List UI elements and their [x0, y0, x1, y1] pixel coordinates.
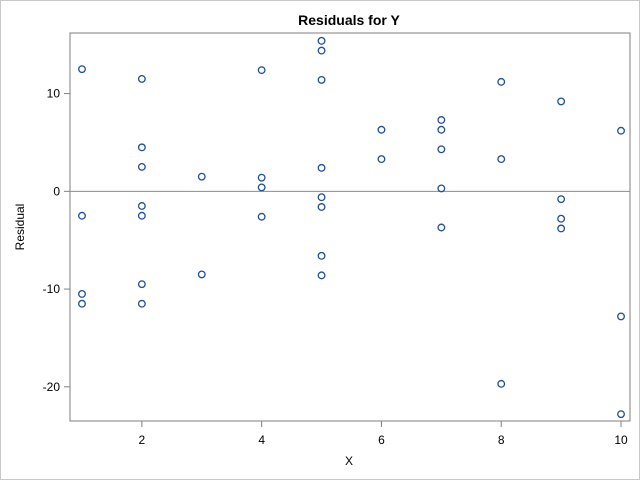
- residual-point: [617, 410, 625, 419]
- residual-point: [137, 143, 146, 152]
- residual-point: [437, 145, 446, 154]
- y-tick-label: -10: [43, 282, 61, 296]
- y-tick-label: -20: [43, 380, 61, 394]
- residual-point: [497, 379, 506, 388]
- residual-point: [137, 280, 146, 289]
- residual-point: [78, 289, 86, 298]
- residual-point: [437, 116, 446, 124]
- residual-point: [257, 66, 266, 75]
- residual-point: [257, 212, 266, 221]
- residual-point: [317, 75, 326, 84]
- y-tick-label: 0: [53, 184, 60, 198]
- residual-point: [617, 126, 625, 135]
- residual-point: [437, 223, 446, 232]
- residual-point: [137, 162, 146, 171]
- residual-point: [317, 271, 326, 280]
- residual-point: [437, 125, 446, 134]
- residual-point: [377, 125, 386, 134]
- x-axis: 2 4 6 8 10: [139, 421, 628, 447]
- residual-point: [437, 184, 446, 193]
- residual-point: [78, 65, 86, 74]
- residual-point: [197, 270, 206, 279]
- residual-point: [317, 36, 326, 45]
- residual-point: [78, 299, 86, 308]
- residual-point: [137, 74, 146, 83]
- x-tick-label: 8: [498, 433, 505, 447]
- x-tick-label: 4: [258, 433, 265, 447]
- residual-point: [497, 77, 506, 86]
- residual-point: [497, 155, 506, 164]
- residual-point: [257, 183, 266, 192]
- residual-point: [557, 97, 566, 106]
- y-tick-label: 10: [47, 87, 61, 101]
- residual-point: [137, 211, 146, 220]
- residual-point: [137, 202, 146, 210]
- residual-point: [557, 224, 566, 233]
- residual-point: [317, 193, 326, 202]
- residual-point: [137, 299, 146, 308]
- residual-point: [197, 172, 206, 181]
- residual-point: [377, 155, 386, 164]
- residual-point: [317, 46, 326, 55]
- x-axis-label: X: [345, 454, 353, 468]
- residual-point: [317, 203, 326, 211]
- residual-point: [317, 163, 326, 172]
- x-tick-label: 6: [378, 433, 385, 447]
- data-points: [78, 36, 625, 419]
- residual-point: [317, 251, 326, 260]
- x-tick-label: 10: [614, 433, 628, 447]
- residual-point: [557, 214, 566, 223]
- chart-title: Residuals for Y: [298, 12, 400, 28]
- x-tick-label: 2: [139, 433, 146, 447]
- residual-point: [78, 211, 86, 220]
- plot-area-frame: [69, 32, 631, 422]
- y-axis: -20 -10 0 10: [43, 87, 70, 394]
- residual-point: [557, 195, 566, 204]
- y-axis-label: Residual: [13, 204, 27, 251]
- residual-point: [617, 312, 625, 321]
- residual-point: [257, 173, 266, 182]
